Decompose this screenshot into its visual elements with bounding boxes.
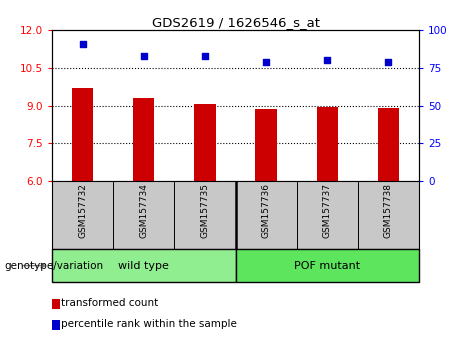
Text: genotype/variation: genotype/variation [5, 261, 104, 270]
Text: percentile rank within the sample: percentile rank within the sample [61, 319, 237, 330]
Text: wild type: wild type [118, 261, 169, 270]
Text: GSM157738: GSM157738 [384, 183, 393, 238]
Bar [194, 104, 216, 181]
Bar [255, 109, 277, 181]
Bar [378, 108, 399, 181]
Bar [133, 98, 154, 181]
Text: GSM157735: GSM157735 [201, 183, 209, 238]
Bar [72, 88, 93, 181]
Point [140, 53, 148, 58]
Text: POF mutant: POF mutant [294, 261, 361, 270]
Text: GSM157736: GSM157736 [261, 183, 271, 238]
Bar [236, 249, 419, 282]
Point [385, 59, 392, 64]
Point [262, 59, 270, 64]
Bar [52, 249, 236, 282]
Title: GDS2619 / 1626546_s_at: GDS2619 / 1626546_s_at [152, 16, 319, 29]
Text: transformed count: transformed count [61, 298, 159, 308]
Text: GSM157737: GSM157737 [323, 183, 332, 238]
Point [79, 41, 86, 46]
Bar [317, 107, 338, 181]
Point [201, 53, 209, 58]
Text: GSM157732: GSM157732 [78, 183, 87, 238]
Text: GSM157734: GSM157734 [139, 183, 148, 238]
Point [324, 57, 331, 63]
